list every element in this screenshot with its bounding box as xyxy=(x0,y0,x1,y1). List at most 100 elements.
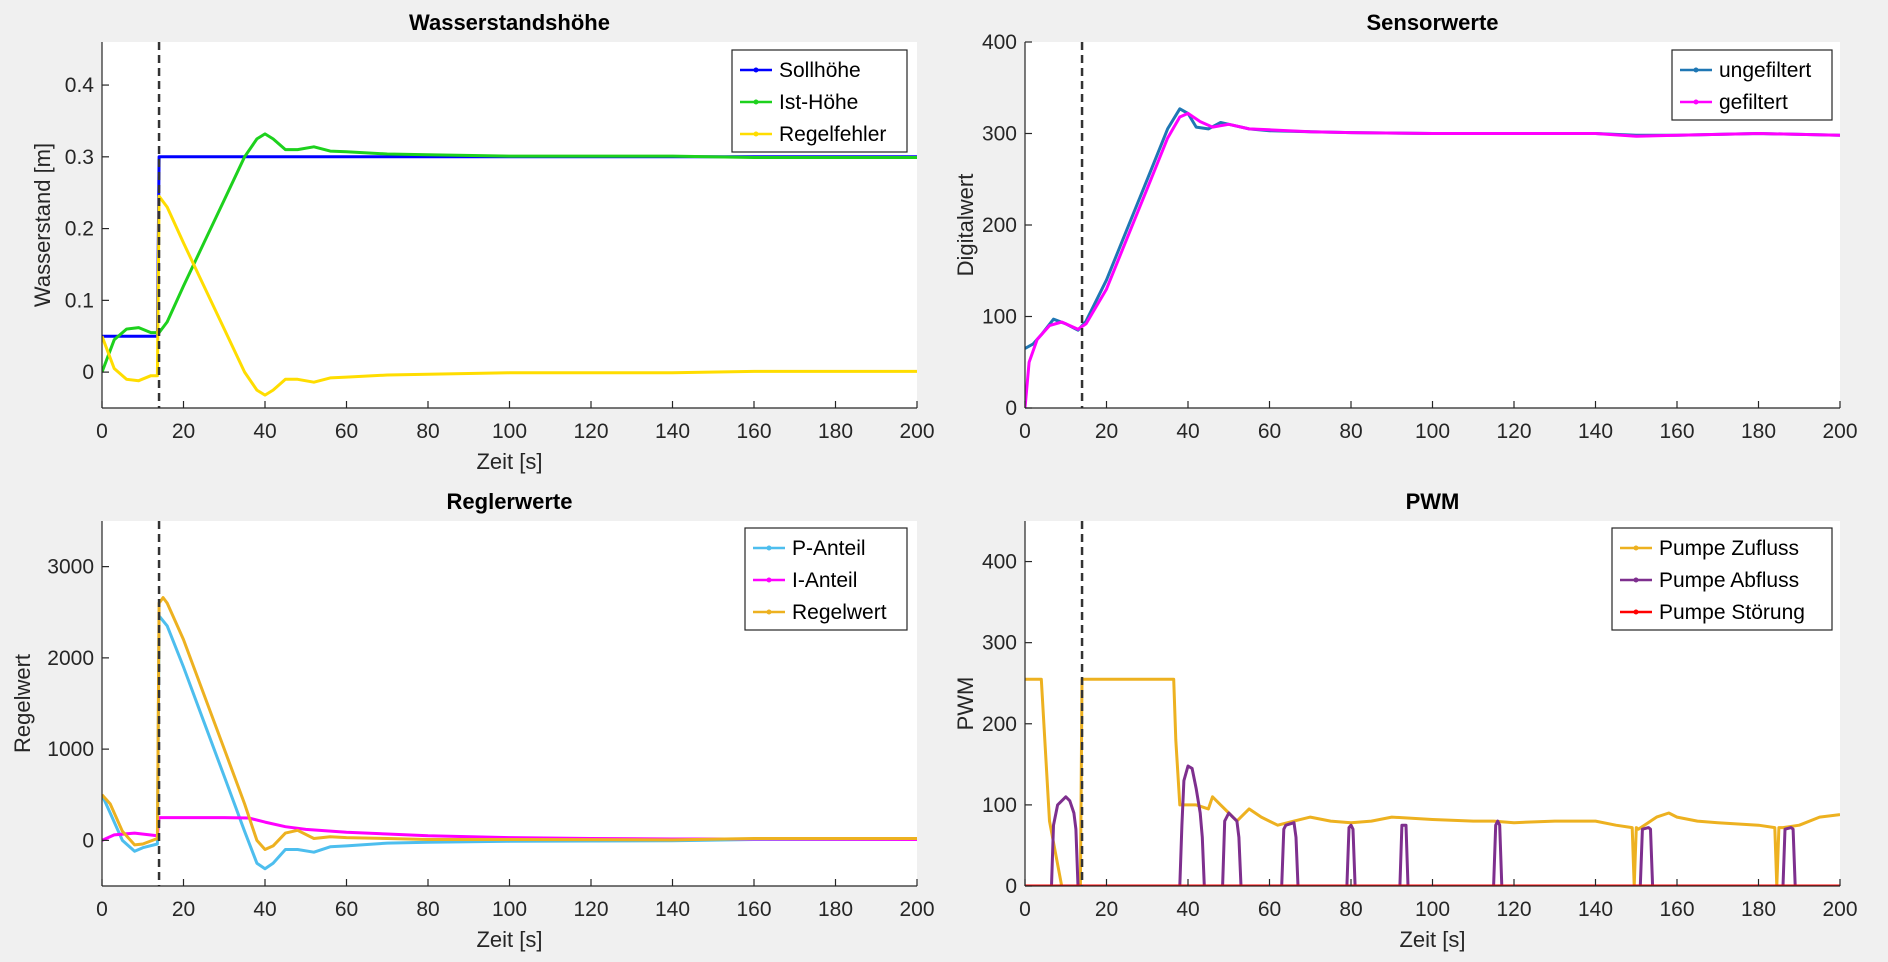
series-line-3 xyxy=(102,596,917,851)
y-tick-label: 200 xyxy=(982,214,1017,237)
y-axis-label: PWM xyxy=(953,677,978,731)
x-tick-label: 180 xyxy=(1741,420,1776,443)
series-line-2 xyxy=(1025,764,1840,886)
legend-marker xyxy=(1633,545,1639,551)
y-axis-label: Digitalwert xyxy=(953,174,978,277)
y-tick-label: 100 xyxy=(982,794,1017,817)
legend: Sollhöhe Ist-Höhe Regelfehler xyxy=(731,49,908,153)
x-tick-label: 200 xyxy=(899,898,934,921)
series-group xyxy=(102,596,917,871)
series-group xyxy=(1025,107,1840,408)
legend: ungefiltert gefiltert xyxy=(1671,49,1833,121)
chart-panel-3: 0 20 40 60 80 100 120 140 160 180 2000100020003000… xyxy=(10,489,935,952)
legend-marker xyxy=(766,545,772,551)
legend-label: Ist-Höhe xyxy=(779,91,858,114)
x-tick-label: 200 xyxy=(1822,420,1857,443)
x-tick-label: 20 xyxy=(1095,420,1118,443)
series-line-1 xyxy=(102,614,917,871)
x-tick-label: 0 xyxy=(96,898,108,921)
y-tick-label: 200 xyxy=(982,713,1017,736)
chart-panel-1: 0 20 40 60 80 100 120 140 160 180 200 0 0.1 0.2 0.3 0.4… xyxy=(30,10,935,474)
legend-label: Pumpe Abfluss xyxy=(1659,569,1799,592)
legend-marker xyxy=(753,99,759,105)
x-tick-label: 140 xyxy=(1578,420,1613,443)
legend-label: Pumpe Störung xyxy=(1659,601,1805,624)
x-tick-label: 100 xyxy=(1415,420,1450,443)
x-tick-label: 0 xyxy=(1019,420,1031,443)
x-tick-label: 40 xyxy=(1176,898,1199,921)
legend: Pumpe Zufluss Pumpe Abfluss Pumpe Störung xyxy=(1611,527,1833,631)
x-axis-label: Zeit [s] xyxy=(1399,927,1465,952)
x-tick-label: 200 xyxy=(899,420,934,443)
legend-marker xyxy=(766,577,772,583)
x-tick-label: 80 xyxy=(416,420,439,443)
legend-label: P-Anteil xyxy=(792,537,866,560)
chart-title: Wasserstandshöhe xyxy=(409,10,610,35)
x-axis-label: Zeit [s] xyxy=(476,449,542,474)
x-tick-label: 120 xyxy=(573,898,608,921)
chart-title: Reglerwerte xyxy=(447,489,573,514)
legend-marker xyxy=(753,67,759,73)
series-line-2 xyxy=(1025,111,1840,408)
series-line-3 xyxy=(102,194,917,397)
chart-title: PWM xyxy=(1406,489,1460,514)
x-tick-label: 160 xyxy=(1659,420,1694,443)
y-tick-label: 2000 xyxy=(47,647,94,670)
x-tick-label: 100 xyxy=(1415,898,1450,921)
legend-label: Pumpe Zufluss xyxy=(1659,537,1799,560)
legend-marker xyxy=(766,609,772,615)
chart-panel-2: 0 20 40 60 80 100 120 140 160 180 200 0 100 200 300 400… xyxy=(953,10,1858,443)
x-tick-label: 200 xyxy=(1822,898,1857,921)
y-tick-label: 0 xyxy=(82,361,94,384)
y-tick-label: 0.1 xyxy=(65,289,94,312)
legend-label: Regelfehler xyxy=(779,123,886,146)
y-tick-label: 0.2 xyxy=(65,218,94,241)
x-tick-label: 60 xyxy=(335,420,358,443)
x-tick-label: 120 xyxy=(1496,420,1531,443)
legend-label: Regelwert xyxy=(792,601,887,624)
legend-marker xyxy=(1633,577,1639,583)
legend-marker xyxy=(753,131,759,137)
x-tick-label: 80 xyxy=(1339,420,1362,443)
x-tick-label: 60 xyxy=(1258,420,1281,443)
y-tick-label: 0 xyxy=(1005,397,1017,420)
x-tick-label: 80 xyxy=(1339,898,1362,921)
y-axis-label: Regelwert xyxy=(10,654,35,753)
x-tick-label: 0 xyxy=(1019,898,1031,921)
legend-marker xyxy=(1693,67,1699,73)
x-tick-label: 60 xyxy=(335,898,358,921)
y-tick-label: 0 xyxy=(82,829,94,852)
chart-title: Sensorwerte xyxy=(1366,10,1498,35)
x-tick-label: 140 xyxy=(655,898,690,921)
legend-box xyxy=(1671,49,1833,121)
x-tick-label: 20 xyxy=(172,420,195,443)
series-group xyxy=(1025,677,1840,886)
x-tick-label: 180 xyxy=(818,898,853,921)
x-tick-label: 20 xyxy=(172,898,195,921)
legend-marker xyxy=(1693,99,1699,105)
y-tick-label: 300 xyxy=(982,632,1017,655)
legend-label: I-Anteil xyxy=(792,569,857,592)
y-tick-label: 0.3 xyxy=(65,146,94,169)
y-tick-label: 400 xyxy=(982,551,1017,574)
legend: P-Anteil I-Anteil Regelwert xyxy=(744,527,908,631)
legend-label: ungefiltert xyxy=(1719,59,1811,82)
legend-marker xyxy=(1633,609,1639,615)
chart-panel-4: 0 20 40 60 80 100 120 140 160 180 200 0 100 200 300 400… xyxy=(953,489,1858,952)
x-tick-label: 80 xyxy=(416,898,439,921)
y-tick-label: 1000 xyxy=(47,738,94,761)
series-line-2 xyxy=(102,132,917,373)
series-group xyxy=(102,132,917,397)
x-tick-label: 100 xyxy=(492,420,527,443)
y-tick-label: 0 xyxy=(1005,875,1017,898)
x-tick-label: 120 xyxy=(1496,898,1531,921)
x-tick-label: 40 xyxy=(253,898,276,921)
legend-label: Sollhöhe xyxy=(779,59,861,82)
y-tick-label: 300 xyxy=(982,123,1017,146)
x-tick-label: 0 xyxy=(96,420,108,443)
series-line-1 xyxy=(1025,677,1840,886)
legend-label: gefiltert xyxy=(1719,91,1788,114)
y-axis-label: Wasserstand [m] xyxy=(30,143,55,307)
x-tick-label: 180 xyxy=(1741,898,1776,921)
